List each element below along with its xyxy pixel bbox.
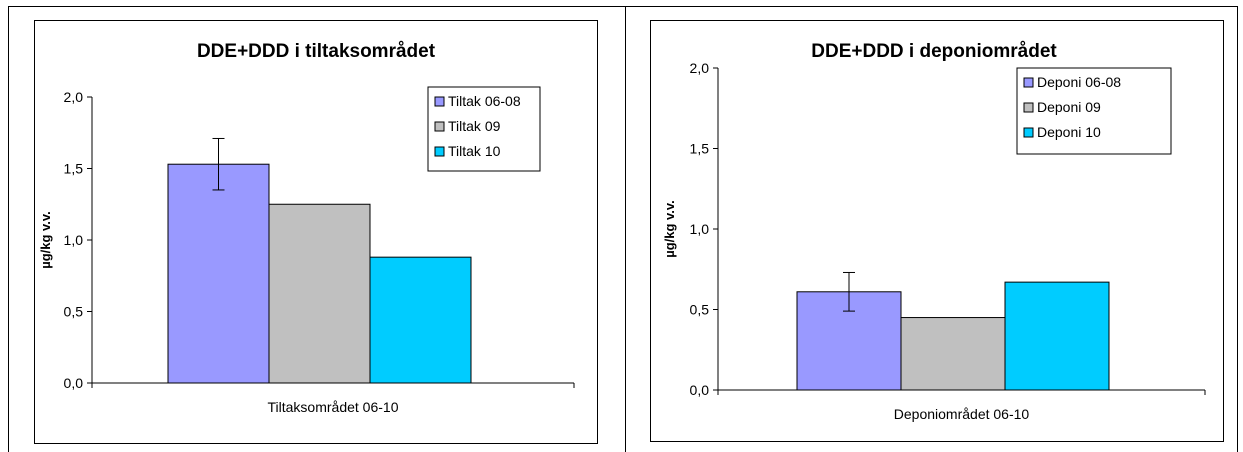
y-axis-label: µg/kg v.v. — [38, 211, 53, 269]
legend-swatch — [1023, 127, 1034, 138]
legend-label: Tiltak 09 — [448, 118, 501, 134]
y-tick-label: 1,5 — [690, 141, 710, 157]
y-tick-label: 2,0 — [64, 89, 84, 105]
legend-swatch — [434, 121, 445, 132]
cell-divider — [625, 6, 626, 452]
chart-title: DDE+DDD i tiltaksområdet — [197, 41, 436, 62]
y-tick-label: 1,0 — [690, 221, 710, 237]
bar-deponi-09 — [900, 317, 1006, 391]
chart-tiltak: DDE+DDD i tiltaksområdet 0,0 0,5 1,0 1,5 2,0 µ… — [34, 20, 598, 444]
legend-swatch — [434, 146, 445, 157]
legend-label: Deponi 10 — [1037, 124, 1101, 140]
legend-label: Tiltak 10 — [448, 143, 501, 159]
bar-deponi-10 — [1004, 281, 1110, 391]
legend-swatch — [434, 96, 445, 107]
legend — [427, 86, 541, 172]
bar-tiltak-06-08 — [167, 163, 270, 384]
y-tick-label: 1,5 — [64, 161, 84, 177]
legend — [1016, 67, 1172, 155]
y-tick-label: 0,5 — [690, 302, 710, 318]
bar-tiltak-10 — [369, 256, 472, 384]
chart-title: DDE+DDD i deponiområdet — [811, 41, 1057, 62]
y-tick-label: 0,0 — [690, 382, 710, 398]
x-axis-label: Tiltaksområdet 06-10 — [268, 399, 399, 415]
legend-label: Deponi 09 — [1037, 99, 1101, 115]
x-axis-label: Deponiområdet 06-10 — [894, 406, 1030, 422]
chart-deponi: DDE+DDD i deponiområdet 0,0 0,5 1,0 1,5 2,0 µg… — [650, 20, 1224, 442]
legend-label: Tiltak 06-08 — [448, 93, 521, 109]
y-tick-label: 0,0 — [64, 375, 84, 391]
table-frame — [8, 6, 1238, 452]
legend-swatch — [1023, 102, 1034, 113]
y-axis-label: µg/kg v.v. — [662, 200, 677, 258]
y-tick-label: 0,5 — [64, 304, 84, 320]
legend-label: Deponi 06-08 — [1037, 74, 1121, 90]
bar-tiltak-09 — [268, 203, 371, 384]
legend-swatch — [1023, 77, 1034, 88]
y-tick-label: 2,0 — [690, 60, 710, 76]
y-tick-label: 1,0 — [64, 232, 84, 248]
